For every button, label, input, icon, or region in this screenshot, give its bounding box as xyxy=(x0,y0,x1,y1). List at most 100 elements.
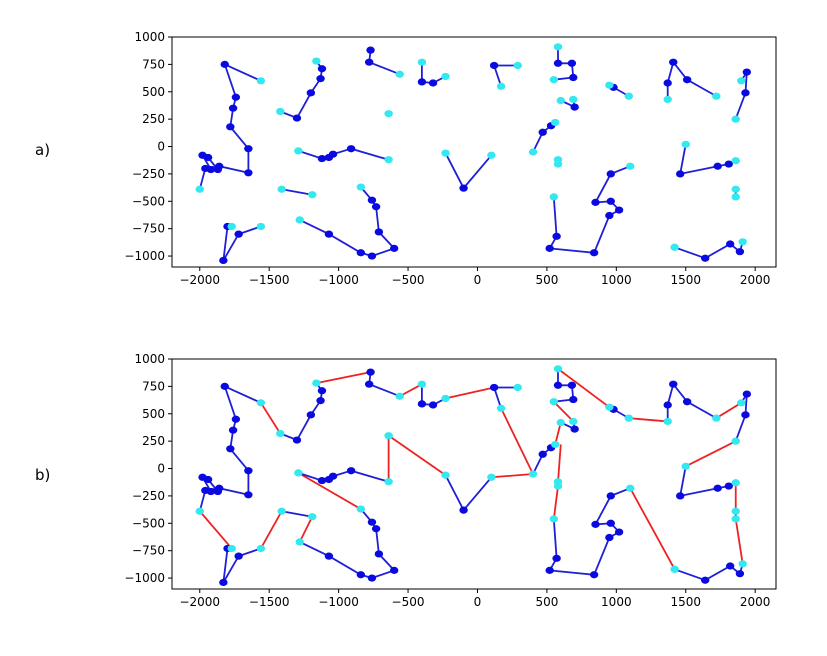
route-node xyxy=(428,401,438,409)
route-endpoint xyxy=(549,515,559,523)
chart-panel-a: −2000 −1500 −1000 −500 0 500 1000 1500 2000 −1000… xyxy=(124,30,777,287)
route-endpoint xyxy=(663,95,672,104)
route-path xyxy=(368,371,401,398)
y-tick-label: 0 xyxy=(157,140,165,154)
route-endpoint xyxy=(513,383,522,392)
route-node xyxy=(589,249,599,257)
route-path xyxy=(222,225,262,261)
panel-label-a: a) xyxy=(35,141,51,159)
route-endpoint xyxy=(553,482,563,490)
route-endpoint xyxy=(670,243,679,251)
route-path xyxy=(666,60,717,100)
route-node xyxy=(317,476,327,485)
route-node xyxy=(724,160,733,168)
connector-segment xyxy=(685,440,737,468)
y-tick-label: 750 xyxy=(142,379,165,393)
route-node xyxy=(591,520,600,528)
route-node xyxy=(374,550,384,558)
route-node xyxy=(213,165,223,174)
route-node xyxy=(306,89,316,97)
plot-frame xyxy=(171,358,777,590)
route-node xyxy=(553,381,563,389)
route-endpoint xyxy=(441,394,450,403)
route-node xyxy=(206,165,216,174)
route-node xyxy=(234,552,243,560)
route-path xyxy=(279,60,323,120)
route-endpoint xyxy=(553,160,563,168)
route-endpoint xyxy=(513,61,522,70)
y-tick-label: −1000 xyxy=(124,249,165,263)
route-endpoint xyxy=(731,115,740,123)
route-node xyxy=(570,103,579,111)
route-node xyxy=(317,387,327,395)
route-endpoint xyxy=(553,43,563,51)
route-endpoint xyxy=(556,96,565,105)
route-endpoint xyxy=(681,140,690,148)
route-endpoint xyxy=(441,471,450,479)
route-node xyxy=(605,211,614,220)
x-tick-label: 2000 xyxy=(740,595,771,609)
route-endpoint xyxy=(384,110,393,118)
route-node xyxy=(682,398,692,406)
x-tick-label: −1000 xyxy=(318,595,359,609)
route-node xyxy=(228,426,238,434)
route-node xyxy=(663,79,672,87)
connector-segment xyxy=(297,472,362,510)
route-node xyxy=(545,566,554,574)
route-endpoint xyxy=(569,417,578,426)
route-path xyxy=(368,49,401,76)
route-endpoint xyxy=(395,70,404,78)
connector-segment xyxy=(628,417,668,423)
route-endpoint xyxy=(395,392,404,400)
route-node xyxy=(220,382,229,390)
route-node xyxy=(213,487,223,496)
route-path xyxy=(548,165,631,254)
connector-segment xyxy=(260,402,282,434)
route-endpoint xyxy=(681,462,690,470)
route-node xyxy=(606,492,615,500)
route-path xyxy=(734,393,748,442)
x-tick-label: 1000 xyxy=(601,595,632,609)
route-endpoint xyxy=(417,380,427,388)
route-node xyxy=(569,73,578,82)
route-node xyxy=(324,230,334,238)
connector-segment xyxy=(491,473,534,479)
x-tick-label: −2000 xyxy=(179,595,220,609)
route-endpoint xyxy=(312,379,321,387)
route-node xyxy=(316,397,325,405)
route-endpoint xyxy=(308,191,317,199)
connector-segment xyxy=(553,401,574,423)
route-endpoint xyxy=(569,95,578,104)
route-node xyxy=(244,467,253,475)
route-path xyxy=(420,384,446,406)
route-node xyxy=(367,574,377,582)
route-path xyxy=(281,510,313,518)
connector-segment xyxy=(399,383,423,398)
x-tick-label: 500 xyxy=(535,595,558,609)
route-node xyxy=(244,491,253,499)
route-endpoint xyxy=(256,399,266,407)
y-tick-label: −1000 xyxy=(124,571,165,585)
route-node xyxy=(663,401,672,409)
route-node xyxy=(203,153,213,162)
connector-segment xyxy=(554,422,562,445)
route-path xyxy=(548,487,631,576)
x-tick-label: −1000 xyxy=(318,273,359,287)
route-node xyxy=(735,248,745,256)
connector-segment xyxy=(629,487,676,570)
route-node xyxy=(552,554,561,562)
route-node xyxy=(244,169,253,177)
route-node xyxy=(606,197,615,205)
route-node xyxy=(675,170,685,178)
route-endpoint xyxy=(276,429,285,438)
route-node xyxy=(459,184,468,192)
route-endpoint xyxy=(738,238,747,246)
y-tick-label: −500 xyxy=(132,194,165,208)
route-endpoint xyxy=(528,148,538,156)
route-endpoint xyxy=(737,77,746,85)
route-endpoint xyxy=(487,473,496,481)
route-node xyxy=(389,244,399,252)
connector-segment xyxy=(557,368,610,408)
route-endpoint xyxy=(256,544,266,553)
route-node xyxy=(219,578,228,587)
